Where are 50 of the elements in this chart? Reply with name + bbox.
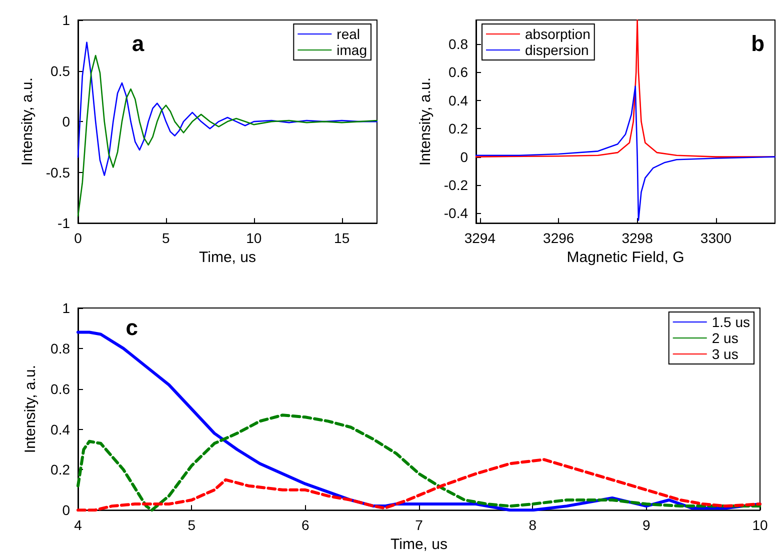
x-tick-label: 3298 — [622, 230, 654, 246]
y-tick-label: 0.2 — [448, 120, 468, 137]
y-tick-label: -1 — [58, 215, 70, 232]
x-tick-label: 5 — [188, 517, 196, 534]
x-tick-label: 5 — [162, 230, 170, 246]
legend-label: real — [336, 26, 360, 42]
x-axis-title: Time, us — [390, 536, 448, 553]
x-tick-label: 10 — [752, 517, 768, 534]
annotation: b — [751, 30, 765, 56]
x-tick-label: 3300 — [700, 230, 732, 246]
x-tick-label: 3294 — [464, 230, 496, 246]
legend-label: 3 us — [712, 346, 738, 362]
x-tick-label: 4 — [74, 517, 82, 534]
x-tick-label: 7 — [415, 517, 424, 534]
y-tick-label: 0.2 — [50, 462, 70, 478]
y-tick-label: 0.6 — [50, 380, 70, 397]
y-tick-label: 0 — [62, 502, 70, 518]
x-tick-label: 3296 — [543, 230, 574, 246]
annotation: a — [132, 30, 145, 56]
y-tick-label: 0.6 — [448, 64, 468, 80]
y-axis-title: Intensity, a.u. — [22, 364, 39, 454]
y-tick-label: 0.8 — [50, 340, 70, 356]
y-tick-label: -0.5 — [46, 164, 70, 180]
y-tick-label: 0.4 — [50, 421, 70, 438]
y-axis-title: Intensity, a.u. — [416, 77, 434, 166]
legend-label: absorption — [525, 26, 590, 42]
y-tick-label: 0.8 — [448, 36, 468, 52]
annotation: c — [126, 314, 138, 340]
x-tick-label: 0 — [74, 230, 82, 246]
y-tick-label: 1 — [62, 300, 70, 316]
y-tick-label: 0 — [460, 148, 468, 165]
y-tick-label: -0.2 — [444, 177, 468, 194]
x-axis-title: Magnetic Field, G — [566, 249, 684, 266]
line-series — [475, 86, 776, 221]
legend-label: imag — [336, 42, 368, 58]
x-tick-label: 9 — [642, 517, 650, 534]
legend-label: dispersion — [525, 42, 589, 58]
x-tick-label: 6 — [301, 517, 310, 534]
x-tick-label: 8 — [528, 517, 537, 534]
legend-label: 2 us — [712, 330, 738, 346]
y-tick-label: -0.4 — [444, 205, 468, 222]
y-axis-title: Intensity, a.u. — [18, 77, 36, 166]
legend-label: 1.5 us — [712, 314, 750, 330]
x-tick-label: 10 — [246, 230, 262, 246]
y-tick-label: 1 — [62, 12, 70, 28]
y-tick-label: 0 — [62, 114, 70, 130]
x-tick-label: 15 — [334, 230, 350, 246]
x-axis-title: Time, us — [199, 249, 256, 266]
y-tick-label: 0.4 — [448, 92, 468, 108]
y-tick-label: 0.5 — [50, 62, 70, 79]
